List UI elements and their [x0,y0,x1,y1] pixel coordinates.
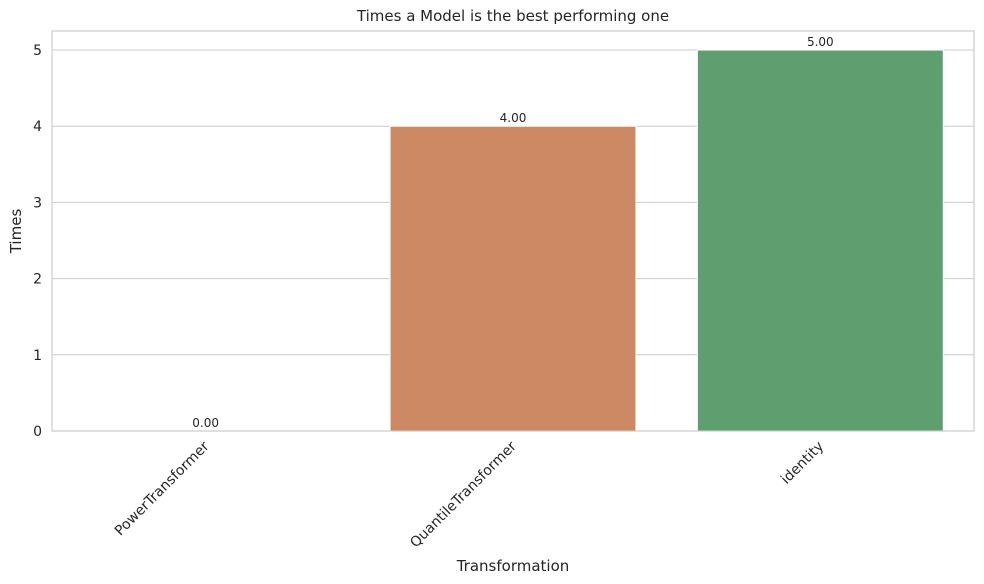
bar-QuantileTransformer [389,125,637,432]
y-tick-label: 4 [33,119,42,135]
y-tick-label: 2 [33,272,42,288]
y-axis-title: Times [7,209,25,255]
plot-frame [51,30,975,432]
chart-title: Times a Model is the best performing one [356,7,669,25]
bar-value-label: 4.00 [500,111,527,125]
bar-identity [696,49,944,432]
bar-value-label: 5.00 [807,35,834,49]
bar-value-label: 0.00 [192,416,219,430]
y-tick-labels: 0 1 2 3 4 5 [33,43,42,440]
y-tick-label: 1 [33,348,42,364]
y-tick-label: 0 [33,424,42,440]
x-axis-title: Transformation [456,557,570,575]
y-tick-label: 3 [33,195,42,211]
y-tick-label: 5 [33,43,42,59]
bars [389,49,944,432]
bar-value-labels: 0.00 4.00 5.00 [192,35,833,430]
